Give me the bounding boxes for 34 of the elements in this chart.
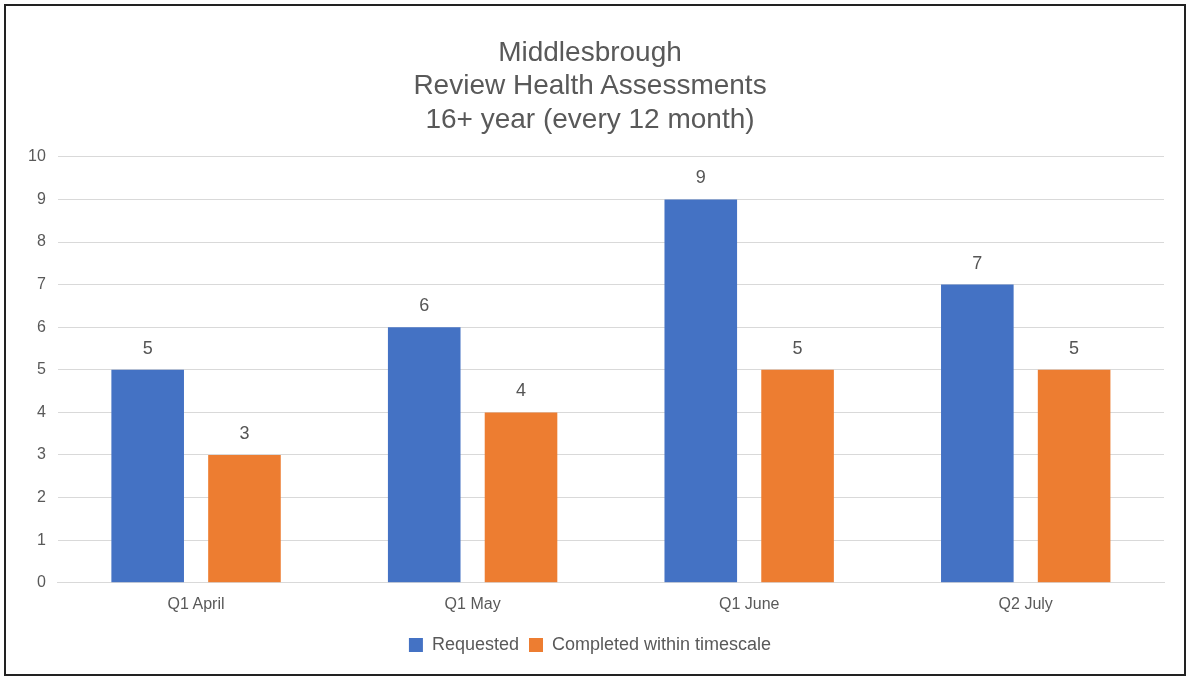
- bar: [111, 369, 184, 583]
- y-tick-label: 9: [36, 189, 46, 207]
- y-tick-label: 5: [36, 360, 46, 378]
- y-tick-label: 10: [28, 147, 46, 165]
- bar: [664, 199, 738, 583]
- legend-label: Requested: [431, 633, 519, 654]
- y-tick-label: 3: [36, 445, 46, 463]
- y-tick-label: 6: [36, 317, 46, 335]
- bar: [208, 455, 281, 583]
- y-tick-label: 7: [36, 275, 46, 293]
- y-tick-label: 4: [36, 402, 46, 420]
- y-tick-label: 1: [36, 530, 46, 548]
- x-tick-label: Q1 April: [167, 594, 225, 612]
- x-tick-label: Q1 June: [718, 594, 780, 612]
- data-label: 7: [972, 252, 983, 273]
- data-label: 5: [1069, 337, 1080, 358]
- data-label: 4: [516, 380, 527, 401]
- data-label: 5: [792, 337, 803, 358]
- chart-title: Middlesbrough Review Health Assessments 16+ year (every 12 month): [413, 35, 767, 134]
- bar: [484, 412, 558, 583]
- y-tick-label: 0: [36, 573, 46, 591]
- bar: [1037, 369, 1111, 583]
- data-label: 6: [419, 295, 430, 316]
- x-tick-label: Q1 May: [444, 594, 501, 612]
- data-label: 5: [142, 337, 153, 358]
- y-tick-label: 8: [36, 232, 46, 250]
- legend-label: Completed within timescale: [551, 633, 772, 654]
- data-label: 9: [695, 167, 706, 188]
- x-tick-label: Q2 July: [998, 594, 1053, 612]
- y-tick-label: 2: [36, 488, 46, 506]
- bar: [387, 327, 461, 583]
- bar: [941, 284, 1014, 583]
- data-label: 3: [239, 422, 250, 443]
- bar: [761, 369, 834, 583]
